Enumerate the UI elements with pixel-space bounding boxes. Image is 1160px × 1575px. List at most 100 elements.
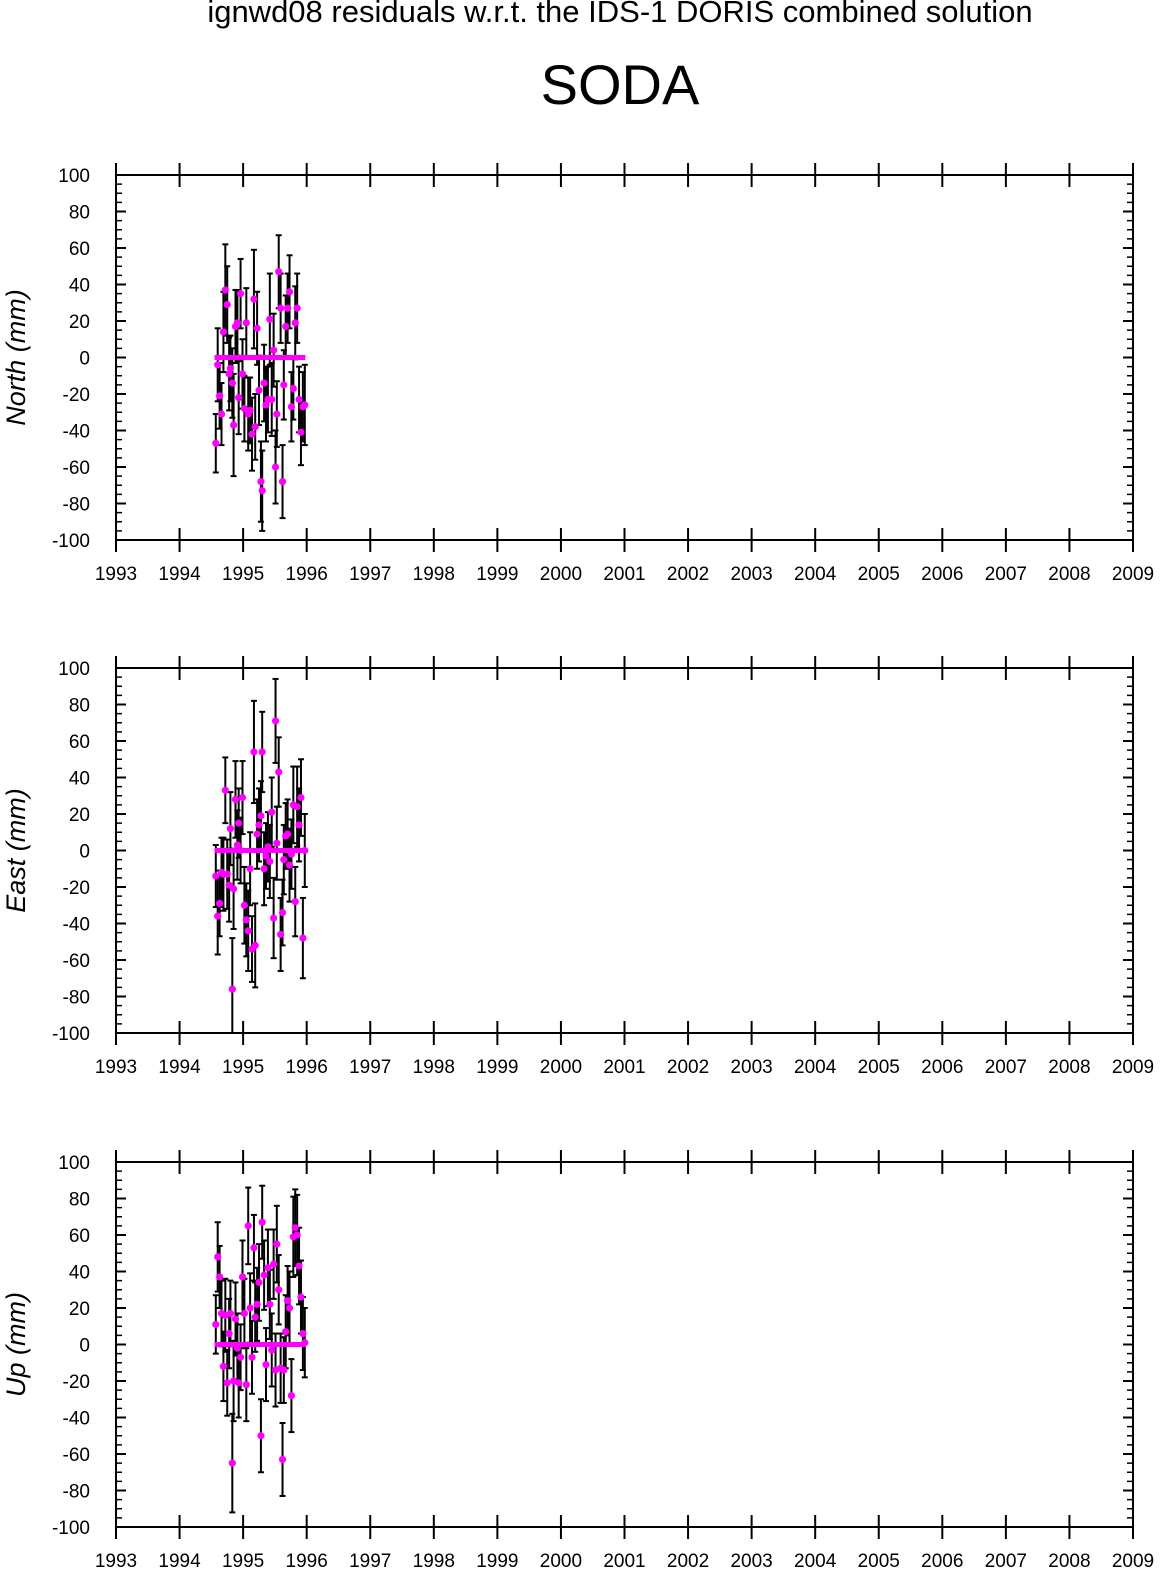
data-point bbox=[251, 941, 259, 950]
y-tick-label: 40 bbox=[69, 769, 90, 790]
data-point bbox=[228, 985, 236, 993]
x-tick-label: 2007 bbox=[985, 1551, 1027, 1572]
data-point bbox=[238, 1273, 247, 1281]
data-point bbox=[297, 1293, 305, 1301]
x-tick-label: 2001 bbox=[603, 1551, 645, 1572]
x-tick-label: 1998 bbox=[413, 1551, 455, 1572]
data-point bbox=[253, 324, 261, 332]
y-tick-label: -60 bbox=[63, 1445, 90, 1466]
data-point bbox=[226, 364, 235, 373]
data-point bbox=[250, 1244, 258, 1252]
y-tick-label: 20 bbox=[69, 312, 90, 333]
data-point bbox=[226, 1309, 235, 1318]
data-point bbox=[264, 1264, 272, 1272]
data-point bbox=[258, 1218, 266, 1226]
y-tick-label: 80 bbox=[69, 696, 90, 717]
x-tick-label: 2001 bbox=[603, 1057, 645, 1078]
data-point bbox=[268, 1346, 276, 1354]
x-tick-label: 2008 bbox=[1048, 1551, 1090, 1572]
y-tick-label: 60 bbox=[69, 239, 90, 260]
data-point bbox=[266, 315, 274, 323]
data-point bbox=[284, 1297, 292, 1305]
data-point bbox=[235, 819, 243, 827]
data-point bbox=[282, 1328, 290, 1336]
x-tick-label: 2008 bbox=[1048, 1057, 1090, 1078]
x-tick-label: 2002 bbox=[667, 1057, 709, 1078]
data-point bbox=[238, 370, 247, 378]
data-point bbox=[257, 812, 265, 820]
data-point bbox=[242, 1381, 250, 1389]
x-tick-label: 2003 bbox=[730, 1057, 772, 1078]
y-tick-label: 80 bbox=[69, 1190, 90, 1211]
y-tick-label: 40 bbox=[69, 1263, 90, 1284]
data-point bbox=[244, 927, 252, 935]
y-axis-label: Up (mm) bbox=[1, 1292, 31, 1397]
data-point bbox=[229, 421, 238, 429]
data-point bbox=[221, 786, 229, 794]
x-tick-label: 2005 bbox=[858, 1551, 900, 1572]
data-point bbox=[262, 852, 270, 860]
data-point bbox=[287, 850, 296, 858]
x-tick-label: 1995 bbox=[222, 1057, 264, 1078]
x-tick-label: 2006 bbox=[921, 1057, 963, 1078]
data-point bbox=[216, 392, 224, 400]
x-tick-label: 1998 bbox=[413, 1057, 455, 1078]
y-tick-label: -100 bbox=[52, 531, 90, 552]
data-point bbox=[214, 1253, 222, 1261]
x-tick-label: 2006 bbox=[921, 564, 963, 585]
data-point bbox=[257, 1432, 265, 1440]
data-point bbox=[287, 403, 296, 411]
y-tick-label: 60 bbox=[69, 732, 90, 753]
data-point bbox=[297, 428, 305, 436]
data-point bbox=[295, 1262, 303, 1270]
data-point bbox=[273, 410, 281, 418]
data-point bbox=[284, 304, 292, 312]
data-point bbox=[285, 1304, 294, 1312]
data-point bbox=[242, 319, 250, 327]
data-point bbox=[287, 1392, 296, 1400]
data-point bbox=[271, 463, 280, 471]
x-tick-label: 1995 bbox=[222, 564, 264, 585]
x-tick-label: 2003 bbox=[730, 1551, 772, 1572]
data-point bbox=[293, 304, 301, 312]
data-point bbox=[236, 1353, 245, 1361]
data-point bbox=[235, 1379, 243, 1387]
data-point bbox=[275, 268, 283, 276]
data-point bbox=[240, 1309, 248, 1318]
data-point bbox=[266, 857, 274, 866]
data-point bbox=[255, 821, 263, 829]
data-point bbox=[295, 395, 303, 404]
x-tick-label: 1993 bbox=[95, 1551, 137, 1572]
data-point bbox=[280, 856, 288, 864]
x-tick-label: 2005 bbox=[858, 1057, 900, 1078]
y-axis-label: North (mm) bbox=[1, 289, 31, 426]
data-point bbox=[244, 1222, 252, 1230]
data-point bbox=[271, 717, 280, 725]
x-tick-label: 1994 bbox=[158, 564, 201, 585]
data-point bbox=[228, 1459, 236, 1467]
data-point bbox=[216, 1273, 224, 1281]
x-tick-label: 2000 bbox=[540, 1551, 582, 1572]
data-point bbox=[262, 1360, 270, 1369]
data-point bbox=[216, 899, 224, 908]
data-point bbox=[233, 319, 242, 327]
y-tick-label: 100 bbox=[58, 166, 90, 187]
data-point bbox=[270, 914, 278, 922]
data-point bbox=[258, 487, 266, 495]
data-point bbox=[291, 1224, 299, 1232]
x-tick-label: 1994 bbox=[158, 1551, 201, 1572]
data-point bbox=[225, 1329, 233, 1338]
x-tick-label: 1993 bbox=[95, 1057, 137, 1078]
data-point bbox=[295, 821, 303, 829]
y-tick-label: 0 bbox=[79, 842, 90, 863]
data-point bbox=[235, 394, 243, 402]
panel-3: 1993 1994 1995 1996 1997 1998 1999 2000 2001 2002… bbox=[1, 1150, 1154, 1572]
data-point bbox=[280, 1366, 288, 1374]
y-tick-label: -20 bbox=[63, 385, 90, 406]
panel-2: 1993 1994 1995 1996 1997 1998 1999 2000 2001 2002… bbox=[1, 656, 1154, 1078]
y-tick-label: -40 bbox=[63, 915, 90, 936]
data-point bbox=[264, 843, 272, 851]
data-point bbox=[238, 793, 247, 802]
x-tick-label: 2002 bbox=[667, 1551, 709, 1572]
